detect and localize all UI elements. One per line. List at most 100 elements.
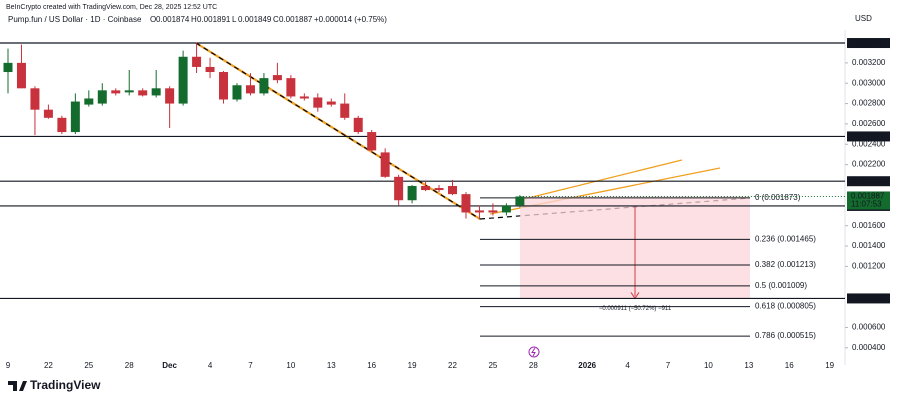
fib-label: 0 (0.001873) bbox=[755, 193, 801, 202]
candle-body bbox=[43, 109, 53, 118]
legend-value: 0.001874 bbox=[156, 15, 190, 24]
legend-value: 0.001849 bbox=[238, 15, 272, 24]
candle-body bbox=[299, 96, 309, 99]
legend-key: L bbox=[232, 15, 237, 24]
x-tick-label: 10 bbox=[286, 361, 295, 370]
legend-value: 0.001891 bbox=[197, 15, 231, 24]
candle-body bbox=[165, 88, 175, 104]
candle-body bbox=[394, 176, 404, 201]
candle-body bbox=[501, 205, 511, 213]
x-tick-label: 19 bbox=[825, 361, 834, 370]
y-tick-label: 0.001200 bbox=[852, 261, 886, 270]
candle-body bbox=[380, 152, 390, 177]
level-box bbox=[847, 293, 890, 304]
candle-body bbox=[124, 90, 134, 93]
candle-body bbox=[16, 62, 26, 89]
candle-body bbox=[313, 97, 323, 108]
x-tick-label: 22 bbox=[44, 361, 53, 370]
x-tick-label: 19 bbox=[408, 361, 417, 370]
fib-label: 0.5 (0.001009) bbox=[755, 281, 807, 290]
x-tick-label: 7 bbox=[666, 361, 671, 370]
y-tick-label: 0.000600 bbox=[852, 323, 886, 332]
x-tick-label: 16 bbox=[367, 361, 376, 370]
x-tick-label: Dec bbox=[162, 361, 177, 370]
candle-body bbox=[434, 188, 444, 191]
candle-body bbox=[151, 88, 161, 96]
candle-body bbox=[97, 90, 107, 104]
level-box bbox=[847, 38, 890, 49]
legend-key: H bbox=[191, 15, 197, 24]
x-tick-label: 7 bbox=[248, 361, 253, 370]
y-tick-label: 0.002400 bbox=[852, 139, 886, 148]
currency: USD bbox=[855, 14, 872, 23]
candle-body bbox=[515, 196, 525, 206]
countdown: 11:07:53 bbox=[851, 200, 882, 209]
y-tick-label: 0.003200 bbox=[852, 58, 886, 67]
candle-body bbox=[421, 185, 431, 191]
current-price-box bbox=[847, 191, 890, 210]
level-label: 0.002037 bbox=[851, 176, 885, 185]
level-label: 0.002477 bbox=[851, 132, 885, 141]
x-tick-label: 13 bbox=[744, 361, 753, 370]
candle-body bbox=[205, 66, 215, 73]
x-tick-label: 28 bbox=[529, 361, 538, 370]
symbol: Pump.fun / US Dollar · 1D · Coinbase bbox=[8, 15, 142, 24]
candle-body bbox=[70, 101, 80, 133]
x-tick-label: 10 bbox=[704, 361, 713, 370]
level-label: 0.000885 bbox=[851, 294, 885, 303]
level-box bbox=[847, 176, 890, 187]
x-tick-label: 16 bbox=[785, 361, 794, 370]
candle-body bbox=[178, 56, 188, 104]
fib-label: 0.382 (0.001213) bbox=[755, 260, 816, 269]
fib-label: 0.618 (0.000805) bbox=[755, 302, 816, 311]
candle-body bbox=[219, 72, 229, 100]
level-box bbox=[847, 131, 890, 142]
y-tick-label: 0.002600 bbox=[852, 119, 886, 128]
candle-body bbox=[353, 117, 363, 133]
credit: BeInCrypto created with TradingView.com,… bbox=[6, 4, 217, 11]
candle-body bbox=[84, 98, 94, 105]
y-tick-label: 0.001600 bbox=[852, 221, 886, 230]
candle-body bbox=[57, 117, 67, 133]
candle-body bbox=[259, 78, 269, 94]
x-tick-label: 28 bbox=[125, 361, 134, 370]
x-tick-label: 13 bbox=[327, 361, 336, 370]
channel-line bbox=[519, 159, 683, 201]
candle-body bbox=[340, 103, 350, 118]
level-label: 0.003395 bbox=[851, 38, 885, 47]
candle-body bbox=[367, 132, 377, 151]
y-tick-label: 0.002200 bbox=[852, 160, 886, 169]
candle-body bbox=[286, 78, 296, 97]
brand: TradingView bbox=[30, 378, 101, 392]
logo: TradingView bbox=[8, 378, 101, 392]
candle-body bbox=[272, 75, 282, 81]
y-tick-label: 0.002800 bbox=[852, 99, 886, 108]
y-tick-label: 0.000400 bbox=[852, 343, 886, 352]
candle-body bbox=[474, 210, 484, 213]
x-tick-label: 4 bbox=[625, 361, 630, 370]
trendline-dash bbox=[195, 42, 481, 220]
legend-value: 0.001887 bbox=[279, 15, 313, 24]
candle-body bbox=[245, 85, 255, 94]
legend-change: +0.000014 (+0.75%) bbox=[314, 15, 387, 24]
y-tick-label: 0.001400 bbox=[852, 241, 886, 250]
y-tick-label: 0.003000 bbox=[852, 78, 886, 87]
candle-body bbox=[192, 56, 202, 67]
measure-note: −0.000911 (−50.72%) −911 bbox=[599, 306, 672, 312]
candle-body bbox=[111, 90, 121, 94]
legend-key: O bbox=[150, 15, 156, 24]
fib-label: 0.236 (0.001465) bbox=[755, 235, 816, 244]
legend-key: C bbox=[273, 15, 279, 24]
candle-body bbox=[30, 88, 40, 110]
candle-body bbox=[138, 90, 148, 96]
event-bolt bbox=[531, 347, 536, 357]
x-tick-label: 22 bbox=[448, 361, 457, 370]
candle-body bbox=[448, 185, 458, 195]
candle-body bbox=[488, 210, 498, 213]
candle-body bbox=[461, 194, 471, 213]
current-price-label: 0.001887 bbox=[851, 192, 885, 201]
x-tick-label: 25 bbox=[84, 361, 93, 370]
x-tick-label: 2026 bbox=[578, 361, 596, 370]
candle-body bbox=[232, 85, 242, 100]
